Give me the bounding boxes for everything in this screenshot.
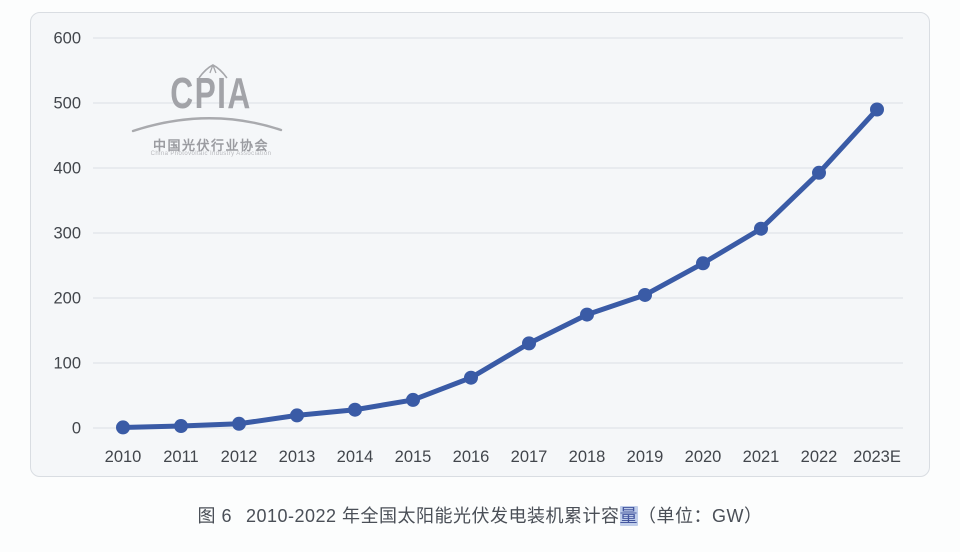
- y-tick-label: 500: [53, 95, 81, 113]
- y-tick-label: 200: [53, 290, 81, 308]
- y-tick-label: 300: [53, 225, 81, 243]
- x-tick-label: 2023E: [853, 448, 901, 466]
- cpia-watermark: CPIA 中国光伏行业协会 China Photovoltaic Industr…: [131, 51, 291, 161]
- data-point-marker: [406, 392, 420, 407]
- data-point-marker: [522, 336, 536, 351]
- x-tick-label: 2012: [221, 448, 258, 466]
- x-tick-label: 2015: [395, 448, 432, 466]
- x-tick-label: 2014: [337, 448, 374, 466]
- data-point-marker: [870, 102, 884, 117]
- x-tick-label: 2011: [163, 448, 198, 466]
- sunburst-icon: [198, 64, 228, 79]
- y-tick-label: 100: [53, 355, 81, 373]
- caption-title: 2010-2022 年全国太阳能光伏发电装机累计容: [245, 506, 620, 526]
- capacity-series-line: [120, 107, 880, 430]
- data-point-marker: [174, 419, 188, 434]
- data-point-marker: [464, 370, 478, 385]
- caption-unit: （单位：GW）: [638, 506, 763, 526]
- x-tick-label: 2017: [511, 448, 548, 466]
- caption-highlighted-char: 量: [619, 506, 639, 526]
- logo-chinese-name: 中国光伏行业协会: [152, 138, 269, 153]
- data-point-marker: [348, 402, 362, 417]
- x-tick-label: 2021: [743, 448, 780, 466]
- y-tick-label: 400: [53, 160, 81, 178]
- data-point-marker: [232, 416, 246, 431]
- data-point-marker: [638, 287, 652, 302]
- x-tick-label: 2022: [801, 448, 838, 466]
- x-tick-label: 2020: [685, 448, 722, 466]
- y-tick-label: 0: [72, 420, 81, 438]
- data-point-marker: [116, 420, 130, 435]
- x-tick-label: 2019: [627, 448, 664, 466]
- caption-figure-label: 图 6: [197, 506, 232, 526]
- data-point-marker: [580, 307, 594, 322]
- y-tick-label: 600: [53, 30, 81, 48]
- x-tick-label: 2016: [453, 448, 490, 466]
- logo-cpia-text: CPIA: [170, 69, 252, 118]
- data-point-marker: [290, 408, 304, 423]
- figure-caption: 图 6 2010-2022 年全国太阳能光伏发电装机累计容量（单位：GW）: [0, 502, 960, 528]
- data-point-marker: [812, 165, 826, 180]
- x-tick-label: 2018: [569, 448, 606, 466]
- x-tick-label: 2010: [105, 448, 142, 466]
- logo-english-name: China Photovoltaic Industry Association: [150, 151, 272, 157]
- x-tick-label: 2013: [279, 448, 316, 466]
- capacity-line-chart: 0 100 200 300 400 500 600 2010 2011 2012 2013 2014 2…: [53, 30, 903, 466]
- logo-arc: [131, 117, 283, 133]
- data-point-marker: [754, 221, 768, 236]
- chart-panel: 0 100 200 300 400 500 600 2010 2011 2012 2013 2014 2…: [30, 12, 930, 477]
- data-point-marker: [696, 256, 710, 271]
